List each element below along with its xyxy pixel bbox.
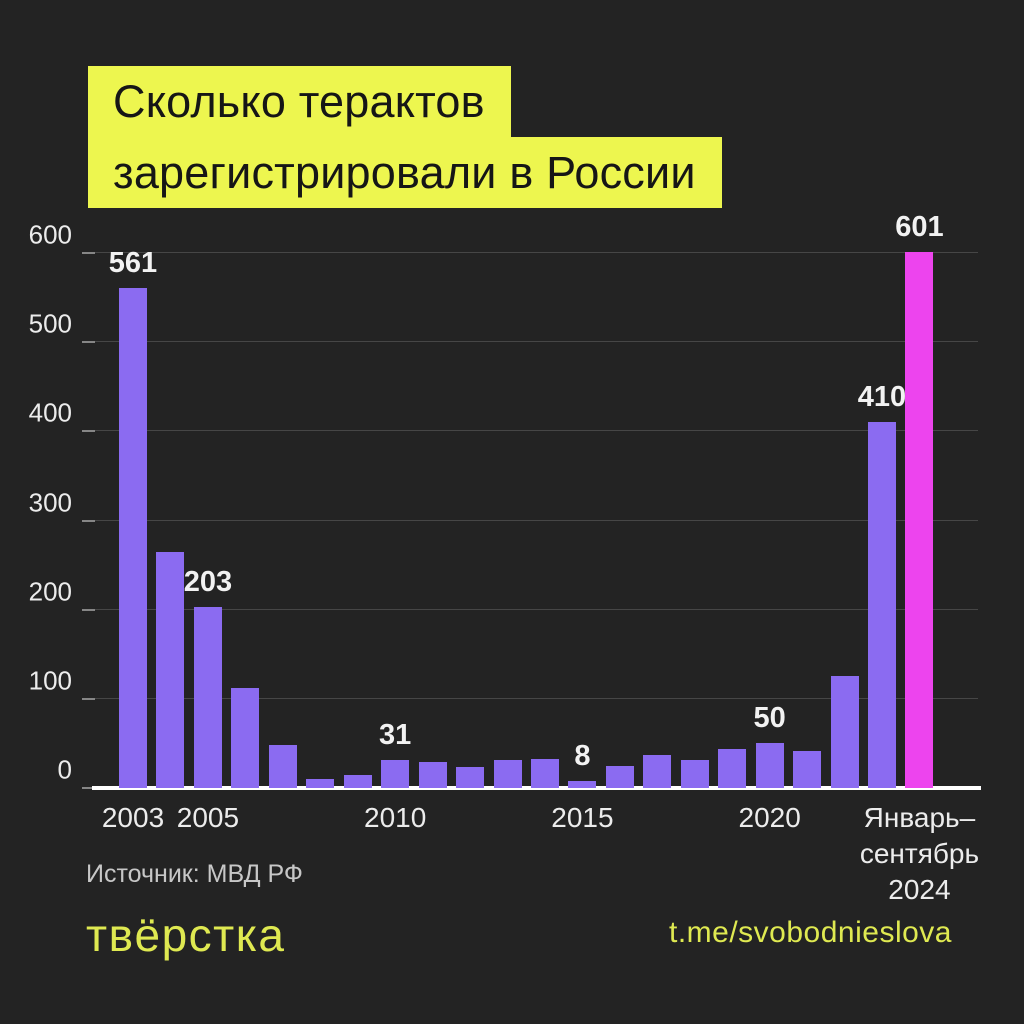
y-tick-0 — [82, 787, 95, 789]
bar-2009 — [343, 774, 372, 788]
value-label-Январь–сентябрь 2024: 601 — [895, 211, 944, 244]
y-axis-label-100: 100 — [28, 665, 72, 696]
title-line-1: Сколько терактов — [88, 66, 511, 137]
source-note: Источник: МВД РФ — [86, 860, 303, 888]
bar-2018 — [680, 760, 709, 788]
x-axis-label-7: 2010 — [363, 802, 427, 833]
bar-2015 — [568, 780, 597, 788]
y-axis-label-400: 400 — [28, 397, 72, 428]
bar-2003 — [119, 287, 147, 788]
bar-2004 — [156, 551, 185, 788]
x-axis-label-21: Январь– сентябрь 2024 — [859, 802, 980, 905]
bar-2012 — [456, 766, 485, 788]
x-axis-label-0: 2003 — [101, 802, 165, 833]
gridline-400 — [95, 430, 978, 432]
bar-2005 — [193, 607, 222, 788]
y-tick-200 — [82, 608, 95, 611]
bar-2006 — [231, 688, 260, 788]
verstka-logo: твёрстка — [86, 909, 286, 961]
value-label-2005: 203 — [183, 566, 233, 598]
bar-2020 — [755, 743, 784, 788]
bar-Январь–сентябрь 2024 — [905, 252, 934, 788]
y-axis-label-300: 300 — [28, 487, 72, 517]
page-title: Сколько терактов зарегистрировали в Росс… — [88, 66, 722, 208]
gridline-100 — [95, 697, 978, 699]
bar-2007 — [268, 745, 297, 788]
x-axis-label-12: 2015 — [551, 802, 614, 833]
y-axis-label-0: 0 — [57, 754, 72, 785]
bar-2016 — [605, 765, 634, 788]
y-tick-600 — [82, 252, 95, 254]
y-axis-label-500: 500 — [28, 308, 72, 339]
y-tick-100 — [82, 697, 95, 700]
value-label-2015: 8 — [574, 739, 591, 772]
x-axis-line — [92, 786, 981, 790]
telegram-link[interactable]: t.me/svobodnieslova — [669, 916, 952, 949]
x-axis-label-17: 2020 — [738, 802, 801, 833]
bar-2021 — [793, 751, 822, 788]
bar-chart-plot-area: 0 100 200 300 400 500 600 561 203 31 8 50 410 601 2003… — [29, 211, 981, 905]
bar-2023 — [868, 422, 896, 788]
bar-2013 — [493, 760, 522, 788]
bar-2011 — [418, 762, 447, 788]
bar-2014 — [530, 758, 559, 788]
bar-2008 — [306, 779, 335, 788]
value-label-2010: 31 — [379, 719, 412, 752]
bar-2022 — [830, 675, 859, 788]
value-label-2003: 561 — [108, 246, 158, 279]
y-tick-300 — [82, 519, 95, 522]
y-axis-label-600: 600 — [28, 219, 72, 250]
gridline-200 — [95, 608, 978, 610]
y-axis-label-200: 200 — [28, 576, 72, 607]
bar-2017 — [643, 755, 672, 788]
y-tick-400 — [82, 430, 95, 433]
bar-2010 — [381, 760, 410, 788]
x-axis-label-2: 2005 — [176, 802, 240, 833]
title-line-2: зарегистрировали в России — [88, 137, 722, 208]
gridline-600 — [95, 252, 978, 253]
value-label-2020: 50 — [753, 702, 786, 735]
y-tick-500 — [82, 341, 95, 344]
value-label-2023: 410 — [857, 381, 907, 414]
bar-2019 — [718, 748, 747, 788]
gridline-300 — [95, 519, 978, 521]
gridline-500 — [95, 341, 978, 343]
